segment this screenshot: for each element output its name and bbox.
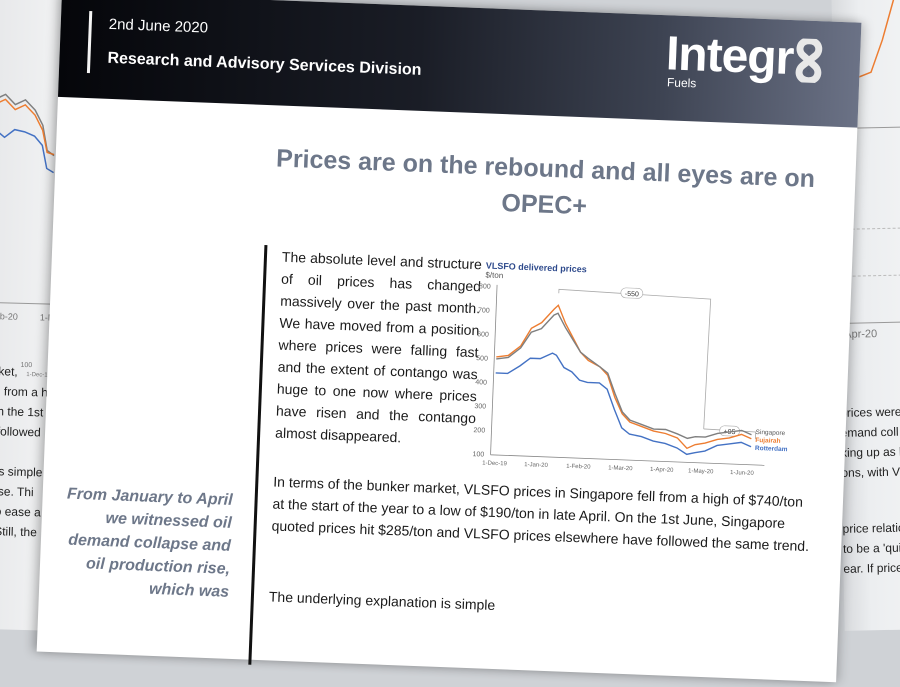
svg-text:800: 800 <box>479 283 491 290</box>
background-axis-tick: 100 <box>20 361 33 370</box>
background-text-line: is simple <box>0 464 43 480</box>
background-chart-lines-left <box>0 88 55 174</box>
svg-text:Singapore: Singapore <box>755 429 785 437</box>
background-text-line: Still, the <box>0 524 38 540</box>
background-text-line: emand coll <box>840 424 899 440</box>
background-text-line: to be a 'qui <box>842 540 900 556</box>
svg-text:1-May-20: 1-May-20 <box>688 468 714 475</box>
background-text-line: n the 1st <box>0 404 44 420</box>
svg-text:200: 200 <box>473 427 485 434</box>
series-fujairah-line <box>496 304 752 450</box>
background-text-line: ons, with VL <box>841 464 900 480</box>
svg-text:1-Mar-20: 1-Mar-20 <box>608 465 633 472</box>
header-accent-bar <box>86 11 93 74</box>
svg-text:100: 100 <box>472 451 484 458</box>
background-axis-tick: b-20 <box>0 311 18 322</box>
background-text-line: o ease a <box>0 504 41 520</box>
logo-subtitle: Fuels <box>666 75 697 91</box>
document-page: 2nd June 2020 Research and Advisory Serv… <box>36 0 862 683</box>
column-divider <box>248 244 268 665</box>
svg-text:1-Dec-19: 1-Dec-19 <box>482 460 508 467</box>
background-text-line: ket, <box>0 364 18 379</box>
svg-text:1-Jun-20: 1-Jun-20 <box>730 470 755 477</box>
svg-text:1-Jan-20: 1-Jan-20 <box>524 462 549 469</box>
background-text-line: followed <box>0 424 42 440</box>
background-page-left: b-20 1-M 100 1-Dec-19 ket, l from a h n … <box>0 0 84 632</box>
page-title: Prices are on the rebound and all eyes a… <box>275 144 816 221</box>
svg-text:Rotterdam: Rotterdam <box>755 445 788 453</box>
svg-text:Fujairah: Fujairah <box>755 437 781 445</box>
vlsfo-price-chart: VLSFO delivered prices $/ton 800 700 600 5… <box>464 260 812 493</box>
paragraph-intro: The absolute level and structure of oil … <box>274 248 483 446</box>
chart-plot: 800 700 600 500 400 300 200 100 1-Dec-19 1-Jan… <box>472 283 788 477</box>
header-band: 2nd June 2020 Research and Advisory Serv… <box>57 0 862 128</box>
background-text-line: ise. Thi <box>0 484 34 500</box>
svg-text:1-Apr-20: 1-Apr-20 <box>650 467 674 474</box>
svg-text:700: 700 <box>478 307 490 314</box>
background-text-line: l from a h <box>0 384 49 400</box>
pull-quote: From January to April we witnessed oil d… <box>66 485 233 601</box>
report-date: 2nd June 2020 <box>108 15 209 37</box>
svg-text:300: 300 <box>474 403 486 410</box>
logo-eight-icon <box>795 38 823 84</box>
integr8-logo: Integr Fuels <box>665 27 824 90</box>
series-rotterdam-line <box>495 352 752 456</box>
svg-text:400: 400 <box>475 379 487 386</box>
background-text-line: king up as l <box>840 444 900 460</box>
background-text-line: prices were <box>839 404 900 420</box>
svg-text:-550: -550 <box>625 291 639 299</box>
svg-text:1-Feb-20: 1-Feb-20 <box>566 464 591 471</box>
division-name: Research and Advisory Services Division <box>107 49 422 79</box>
background-text-line: ear. If prices <box>843 560 900 576</box>
background-text-line: price relation <box>842 520 900 536</box>
paragraph-explanation: The underlying explanation is simple <box>268 588 496 614</box>
svg-text:500: 500 <box>476 355 488 362</box>
series-singapore-line <box>496 312 752 440</box>
svg-text:600: 600 <box>477 331 489 338</box>
